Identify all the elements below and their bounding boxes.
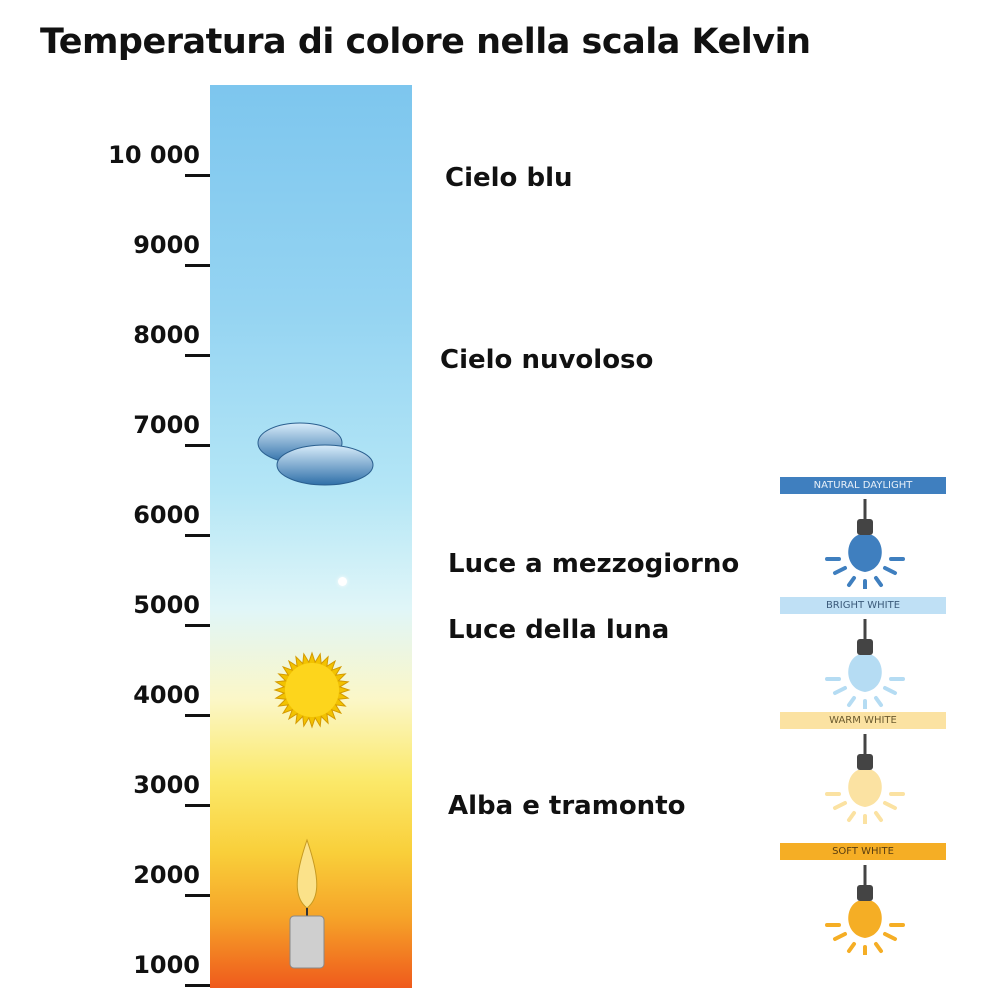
tick-mark [185, 624, 210, 627]
light-bulb-icon [825, 619, 905, 709]
source-label-blue-sky: Cielo blu [445, 163, 573, 193]
tick-label: 9000 [133, 231, 200, 259]
light-bulb-icon [825, 499, 905, 589]
tick-label: 6000 [133, 501, 200, 529]
tick-label: 1000 [133, 951, 200, 979]
bulb-banner: SOFT WHITE [780, 843, 946, 860]
tick-label: 2000 [133, 861, 200, 889]
source-label-cloudy-sky: Cielo nuvoloso [440, 345, 654, 375]
tick-label: 4000 [133, 681, 200, 709]
source-label-sunrise-sunset: Alba e tramonto [448, 791, 686, 821]
tick-label: 7000 [133, 411, 200, 439]
tick-label: 5000 [133, 591, 200, 619]
tick-mark [185, 264, 210, 267]
moon-glow-icon [338, 577, 347, 586]
light-bulb-icon [825, 865, 905, 955]
source-label-noon-light: Luce a mezzogiorno [448, 549, 740, 579]
tick-mark [185, 984, 210, 987]
tick-label: 10 000 [108, 141, 200, 169]
tick-label: 8000 [133, 321, 200, 349]
light-bulb-icon [825, 734, 905, 824]
bulb-banner: BRIGHT WHITE [780, 597, 946, 614]
page-title: Temperatura di colore nella scala Kelvin [40, 22, 811, 62]
cloud-icon [257, 422, 374, 486]
tick-mark [185, 714, 210, 717]
tick-mark [185, 354, 210, 357]
tick-mark [185, 804, 210, 807]
color-temperature-bar [210, 85, 412, 988]
sun-icon [273, 651, 351, 729]
tick-mark [185, 894, 210, 897]
bulb-banner: NATURAL DAYLIGHT [780, 477, 946, 494]
tick-label: 3000 [133, 771, 200, 799]
tick-mark [185, 444, 210, 447]
candle-icon [289, 838, 325, 969]
source-label-moonlight: Luce della luna [448, 615, 670, 645]
bulb-banner: WARM WHITE [780, 712, 946, 729]
tick-mark [185, 174, 210, 177]
tick-mark [185, 534, 210, 537]
